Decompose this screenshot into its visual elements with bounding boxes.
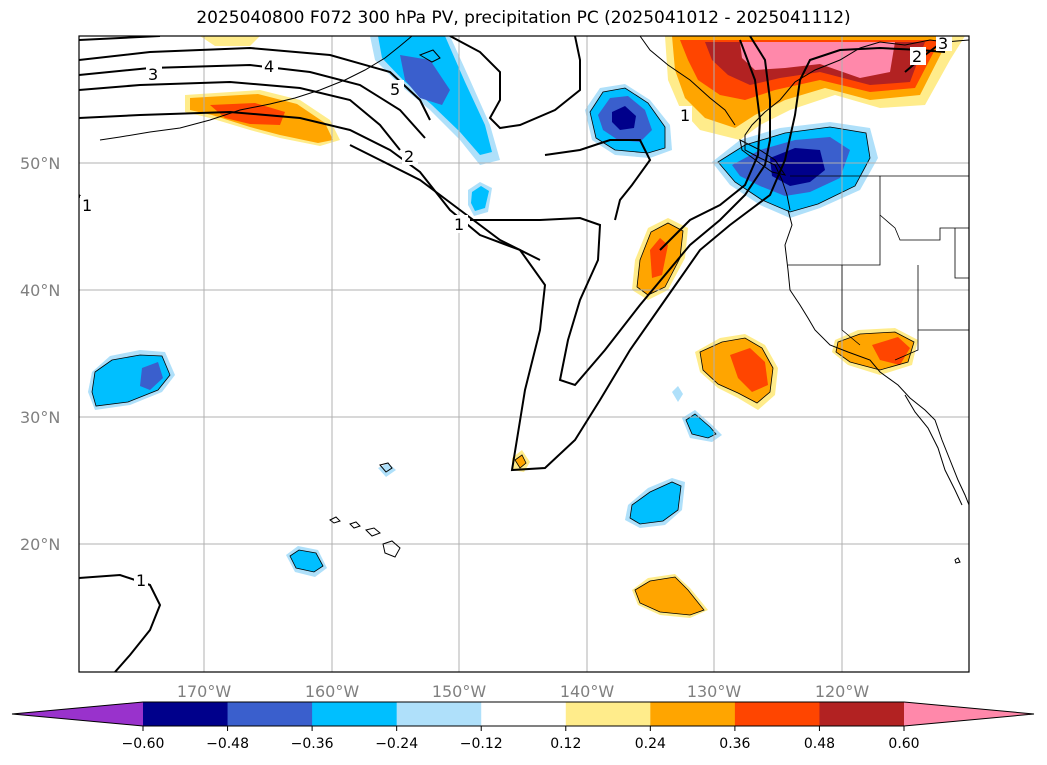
lon-label: 140°W (560, 682, 615, 701)
latitude-labels: 50°N 40°N 30°N 20°N (20, 154, 60, 554)
colorbar-label: −0.36 (291, 736, 334, 752)
colorbar-swatch (650, 702, 736, 726)
colorbar-swatch (565, 702, 651, 726)
pv-contour-label: 4 (264, 57, 274, 76)
colorbar-label: 0.60 (888, 736, 919, 752)
pv-contour-label: 2 (912, 47, 922, 66)
precip-positive-region (730, 348, 768, 392)
lon-label: 170°W (177, 682, 232, 701)
colorbar-label: −0.60 (122, 736, 165, 752)
lon-label: 150°W (432, 682, 487, 701)
colorbar-label: −0.12 (460, 736, 503, 752)
lat-label: 30°N (20, 408, 60, 427)
pv-contour-label: 5 (390, 80, 400, 99)
colorbar-swatch (819, 702, 905, 726)
lon-label: 130°W (687, 682, 742, 701)
lat-label: 40°N (20, 281, 60, 300)
pv-contour-label: 1 (454, 215, 464, 234)
colorbar-swatch (227, 702, 313, 726)
colorbar-swatch (143, 702, 229, 726)
precip-negative-region (290, 550, 323, 572)
precip-negative-region (770, 148, 825, 186)
colorbar-swatch (312, 702, 398, 726)
precip-negative-region (612, 106, 636, 130)
lon-label: 160°W (305, 682, 360, 701)
precip-shading (88, 36, 965, 618)
colorbar-swatch (396, 702, 482, 726)
colorbar-label: 0.48 (804, 736, 835, 752)
pv-contour-label: 2 (404, 147, 414, 166)
longitude-labels: 170°W 160°W 150°W 140°W 130°W 120°W (177, 682, 870, 701)
precip-negative-region (378, 463, 396, 477)
colorbar-extend-low (12, 702, 143, 726)
pv-contour-label: 1 (82, 196, 92, 215)
colorbar-label: 0.36 (719, 736, 750, 752)
precip-negative-region (471, 186, 489, 211)
colorbar-extend-high (904, 702, 1034, 726)
precip-positive-region (635, 577, 704, 615)
precip-negative-region (140, 362, 163, 390)
lat-label: 20°N (20, 535, 60, 554)
precip-positive-region (740, 42, 895, 78)
precip-negative-region (686, 414, 716, 438)
colorbar-label: 0.12 (550, 736, 581, 752)
graticule (79, 36, 969, 672)
map-border (78, 35, 970, 673)
colorbar-label: −0.48 (206, 736, 249, 752)
pv-contour-labels: 3 4 5 2 1 2 3 1 1 1 (80, 34, 952, 590)
lat-label: 50°N (20, 154, 60, 173)
pv-contours (79, 36, 946, 672)
pv-contour-label: 3 (938, 34, 948, 53)
precip-positive-region (200, 36, 260, 46)
precip-negative-region (672, 386, 683, 402)
colorbar-label: 0.24 (635, 736, 666, 752)
colorbar-swatch (734, 702, 820, 726)
map-title: 2025040800 F072 300 hPa PV, precipitatio… (196, 8, 851, 28)
precip-negative-region (400, 55, 450, 105)
lon-label: 120°W (815, 682, 870, 701)
colorbar: −0.60 −0.48 −0.36 −0.24 −0.12 0.12 0.24 0.36 0.4… (11, 701, 1035, 752)
pv-contour-label: 1 (680, 106, 690, 125)
precip-positive-region (650, 238, 668, 278)
precip-negative-region (630, 482, 681, 524)
pv-contour-label: 3 (148, 65, 158, 84)
pv-contour-label: 1 (136, 571, 146, 590)
borders (788, 175, 969, 361)
colorbar-label: −0.24 (375, 736, 418, 752)
colorbar-swatch (481, 702, 567, 726)
